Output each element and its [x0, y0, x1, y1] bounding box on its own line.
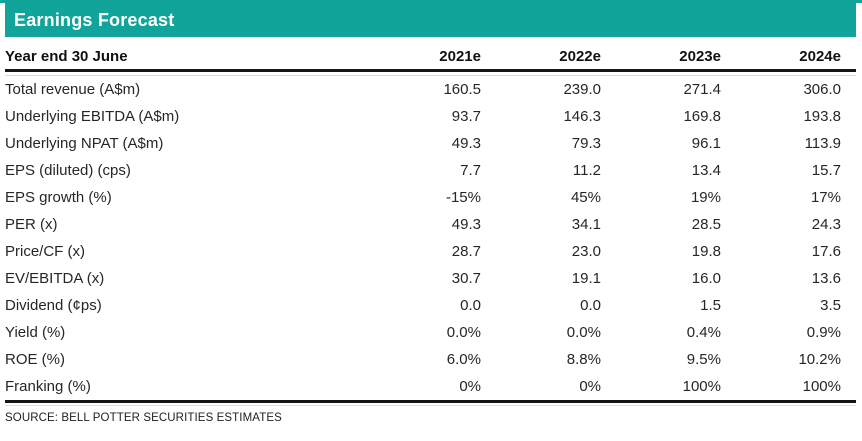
row-value: 146.3: [563, 108, 601, 125]
row-value: 19%: [690, 189, 721, 206]
row-value: 306.0: [803, 81, 841, 98]
row-value: 28.5: [691, 216, 721, 233]
row-value: 193.8: [803, 108, 841, 125]
bottom-thick-rule: [5, 400, 856, 403]
row-value: 160.5: [443, 81, 481, 98]
row-value: 19.8: [691, 243, 721, 260]
row-value: 49.3: [451, 216, 481, 233]
page-title: Earnings Forecast: [14, 10, 175, 30]
column-header-2023e: 2023e: [616, 44, 736, 72]
row-label: Franking (%): [5, 378, 91, 395]
row-value: 8.8%: [566, 351, 601, 368]
row-value: 0.0%: [566, 324, 601, 341]
table-row: Underlying EBITDA (A$m) 93.7 146.3 169.8 193…: [5, 103, 856, 130]
row-value: 93.7: [451, 108, 481, 125]
row-label: Price/CF (x): [5, 243, 85, 260]
row-value: 0.4%: [686, 324, 721, 341]
row-label: ROE (%): [5, 351, 65, 368]
row-value: 0%: [459, 378, 481, 395]
row-label: Underlying EBITDA (A$m): [5, 108, 180, 125]
row-value: 15.7: [811, 162, 841, 179]
table-row: Dividend (¢ps) 0.0 0.0 1.5 3.5: [5, 292, 856, 319]
row-value: 13.4: [691, 162, 721, 179]
table-row: Yield (%) 0.0% 0.0% 0.4% 0.9%: [5, 319, 856, 346]
row-value: 30.7: [451, 270, 481, 287]
row-value: 100%: [682, 378, 721, 395]
row-value: 0.0: [580, 297, 601, 314]
row-value: 19.1: [571, 270, 601, 287]
row-value: 0.0: [460, 297, 481, 314]
table-row: Franking (%) 0% 0% 100% 100%: [5, 373, 856, 400]
row-value: 24.3: [811, 216, 841, 233]
row-value: 13.6: [811, 270, 841, 287]
row-value: 96.1: [691, 135, 721, 152]
row-value: 49.3: [451, 135, 481, 152]
light-divider: [5, 405, 856, 406]
row-label: Yield (%): [5, 324, 66, 341]
light-divider: [5, 75, 856, 76]
table-body: Total revenue (A$m) 160.5 239.0 271.4 306.0 U…: [5, 76, 856, 400]
row-value: 1.5: [700, 297, 721, 314]
table-row: EPS growth (%) -15% 45% 19% 17%: [5, 184, 856, 211]
row-value: 113.9: [804, 135, 841, 152]
row-label: PER (x): [5, 216, 58, 233]
table-row: ROE (%) 6.0% 8.8% 9.5% 10.2%: [5, 346, 856, 373]
row-value: 0%: [579, 378, 601, 395]
row-value: -15%: [445, 189, 481, 206]
row-label: EPS (diluted) (cps): [5, 162, 131, 179]
row-value: 16.0: [691, 270, 721, 287]
column-header-2022e: 2022e: [496, 44, 616, 72]
row-value: 0.0%: [446, 324, 481, 341]
table-row: Total revenue (A$m) 160.5 239.0 271.4 306.0: [5, 76, 856, 103]
row-value: 169.8: [683, 108, 721, 125]
earnings-forecast-table: Year end 30 June 2021e 2022e 2023e 2024e…: [5, 44, 856, 406]
table-row: PER (x) 49.3 34.1 28.5 24.3: [5, 211, 856, 238]
row-value: 3.5: [820, 297, 841, 314]
row-value: 79.3: [571, 135, 601, 152]
row-label: Dividend (¢ps): [5, 297, 102, 314]
row-value: 23.0: [571, 243, 601, 260]
row-value: 6.0%: [446, 351, 481, 368]
row-value: 17%: [810, 189, 841, 206]
row-value: 17.6: [811, 243, 841, 260]
section-title-bar: Earnings Forecast: [5, 3, 856, 37]
source-note: SOURCE: BELL POTTER SECURITIES ESTIMATES: [5, 412, 282, 424]
row-value: 0.9%: [806, 324, 841, 341]
table-row: Underlying NPAT (A$m) 49.3 79.3 96.1 113.9: [5, 130, 856, 157]
row-value: 239.0: [563, 81, 601, 98]
row-value: 34.1: [571, 216, 601, 233]
row-value: 10.2%: [798, 351, 841, 368]
row-value: 271.4: [683, 81, 721, 98]
row-value: 45%: [570, 189, 601, 206]
table-row: EV/EBITDA (x) 30.7 19.1 16.0 13.6: [5, 265, 856, 292]
column-header-2021e: 2021e: [376, 44, 496, 72]
row-header-label: Year end 30 June: [5, 44, 376, 72]
row-label: Underlying NPAT (A$m): [5, 135, 164, 152]
table-row: EPS (diluted) (cps) 7.7 11.2 13.4 15.7: [5, 157, 856, 184]
table-container: Year end 30 June 2021e 2022e 2023e 2024e…: [5, 44, 856, 406]
row-value: 28.7: [451, 243, 481, 260]
table-header-row: Year end 30 June 2021e 2022e 2023e 2024e: [5, 44, 856, 72]
table-row: Price/CF (x) 28.7 23.0 19.8 17.6: [5, 238, 856, 265]
row-label: Total revenue (A$m): [5, 81, 141, 98]
row-value: 7.7: [460, 162, 481, 179]
row-value: 100%: [802, 378, 841, 395]
column-header-2024e: 2024e: [736, 44, 856, 72]
row-label: EPS growth (%): [5, 189, 112, 206]
row-value: 9.5%: [686, 351, 721, 368]
row-value: 11.2: [572, 162, 601, 179]
teal-top-rule: [0, 0, 862, 3]
row-label: EV/EBITDA (x): [5, 270, 105, 287]
